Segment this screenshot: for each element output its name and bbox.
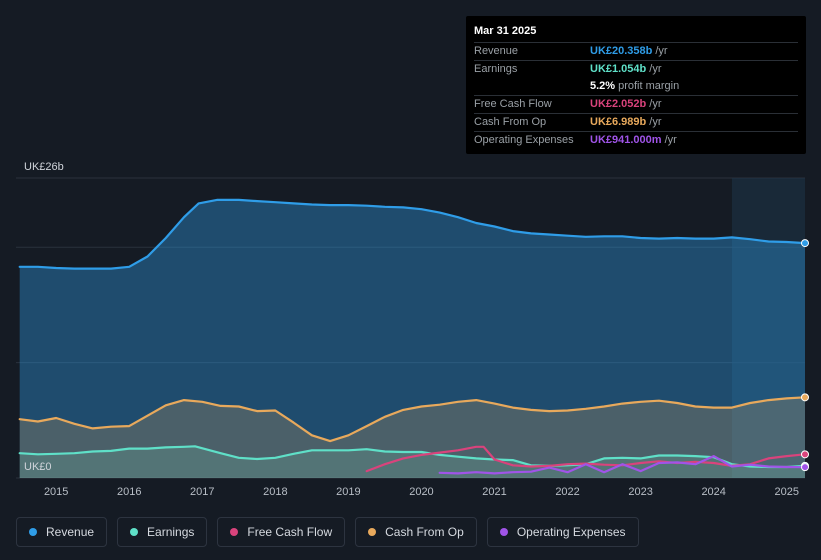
cash-from-op-end-point	[801, 393, 809, 402]
y-axis-top-label: UK£26b	[24, 161, 64, 173]
x-tick-label: 2025	[774, 486, 798, 498]
tooltip-value: UK£6.989b	[590, 116, 647, 128]
tooltip-label: Free Cash Flow	[474, 98, 552, 110]
x-tick-label: 2016	[117, 486, 141, 498]
tooltip-unit: profit margin	[618, 80, 680, 92]
tooltip-row: Free Cash Flow UK£2.052b/yr	[474, 95, 798, 113]
forecast-band	[731, 178, 805, 478]
revenue-area	[19, 199, 805, 478]
y-axis-bottom-label: UK£0	[24, 461, 52, 473]
x-tick-label: 2022	[555, 486, 579, 498]
tooltip-unit: /yr	[649, 98, 662, 110]
x-tick-label: 2023	[628, 486, 652, 498]
data-tooltip: Mar 31 2025 Revenue UK£20.358b/yr Earnings…	[466, 16, 806, 154]
tooltip-value: UK£941.000m	[590, 134, 662, 146]
tooltip-value: UK£1.054b	[590, 63, 647, 75]
x-tick-label: 2020	[409, 486, 433, 498]
operating-expenses-end-point	[801, 463, 809, 472]
tooltip-label: Revenue	[474, 45, 519, 57]
legend-label: Free Cash Flow	[247, 525, 333, 539]
legend-label: Earnings	[147, 525, 195, 539]
revenue-end-point	[801, 239, 809, 248]
tooltip-unit: /yr	[655, 45, 668, 57]
tooltip-row: Revenue UK£20.358b/yr	[474, 42, 798, 60]
x-tick-label: 2015	[44, 486, 68, 498]
cash-from-op-line	[18, 396, 807, 443]
tooltip-row: Cash From Op UK£6.989b/yr	[474, 113, 798, 131]
x-tick-label: 2021	[482, 486, 506, 498]
legend-dot-icon	[230, 528, 239, 536]
x-tick-label: 2019	[336, 486, 360, 498]
tooltip-date: Mar 31 2025	[474, 25, 537, 37]
tooltip-label: Cash From Op	[474, 116, 547, 128]
tooltip-unit: /yr	[649, 63, 662, 75]
legend-item-cash-from-op[interactable]: Cash From Op	[355, 517, 477, 547]
legend-dot-icon	[29, 528, 37, 536]
legend-item-revenue[interactable]: Revenue	[16, 517, 108, 547]
tooltip-unit: /yr	[664, 134, 677, 146]
tooltip-unit: /yr	[649, 116, 662, 128]
tooltip-value: UK£20.358b	[590, 45, 653, 57]
free-cash-flow-end-point	[801, 450, 809, 459]
x-tick-label: 2024	[701, 486, 725, 498]
legend-label: Revenue	[46, 525, 95, 539]
legend-dot-icon	[499, 528, 508, 536]
tooltip-row: Operating Expenses UK£941.000m/yr	[474, 131, 798, 149]
earnings-line	[18, 445, 807, 469]
x-tick-label: 2017	[190, 486, 214, 498]
legend-item-earnings[interactable]: Earnings	[117, 517, 208, 547]
tooltip-label: Operating Expenses	[474, 134, 574, 146]
revenue-line	[18, 198, 807, 270]
x-tick-label: 2018	[263, 486, 287, 498]
tooltip-value: 5.2%	[590, 80, 616, 92]
legend-item-operating-expenses[interactable]: Operating Expenses	[486, 517, 639, 547]
tooltip-value: UK£2.052b	[590, 98, 647, 110]
legend-dot-icon	[130, 528, 139, 536]
operating-expenses-line	[438, 455, 807, 475]
tooltip-row: Earnings UK£1.054b/yr	[474, 60, 798, 78]
legend-label: Cash From Op	[385, 525, 464, 539]
legend-label: Operating Expenses	[516, 525, 626, 539]
tooltip-label	[474, 78, 590, 95]
legend-item-free-cash-flow[interactable]: Free Cash Flow	[217, 517, 346, 547]
legend-dot-icon	[368, 528, 377, 536]
tooltip-row: 5.2% profit margin	[474, 78, 798, 95]
chart-legend: Revenue Earnings Free Cash Flow Cash From O…	[16, 517, 639, 547]
tooltip-label: Earnings	[474, 63, 518, 75]
